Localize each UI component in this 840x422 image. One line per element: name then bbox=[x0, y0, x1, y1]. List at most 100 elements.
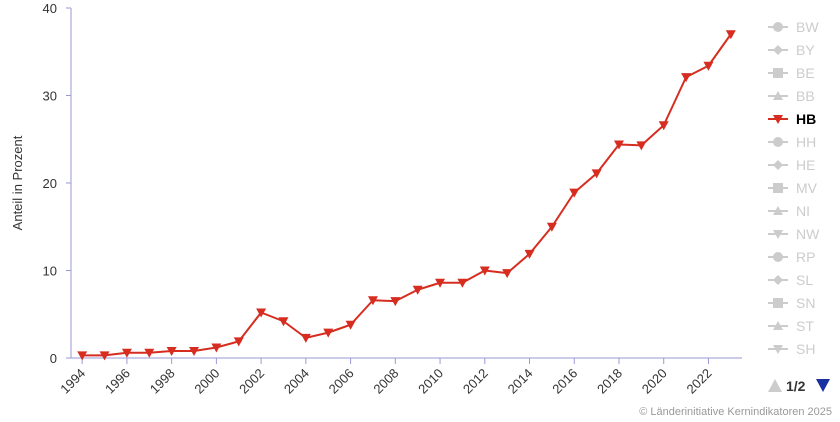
data-point[interactable] bbox=[546, 222, 557, 232]
legend-marker-icon bbox=[773, 137, 783, 147]
legend-marker-icon bbox=[773, 298, 783, 308]
legend-navigation: 1/2 bbox=[768, 378, 830, 394]
legend-marker-icon bbox=[773, 45, 783, 55]
data-point[interactable] bbox=[278, 317, 289, 327]
legend-label: BW bbox=[796, 19, 819, 35]
x-tick-label: 2000 bbox=[191, 366, 222, 397]
x-tick-label: 1994 bbox=[57, 366, 88, 397]
data-point[interactable] bbox=[412, 285, 423, 295]
legend-marker-icon bbox=[773, 183, 783, 193]
data-point[interactable] bbox=[166, 347, 177, 356]
legend: BW BY BE BB HB HH HE MV NI NW RP SL SN ST SH bbox=[768, 19, 820, 357]
legend-label: ST bbox=[796, 318, 814, 334]
legend-page-indicator: 1/2 bbox=[786, 378, 806, 394]
data-point[interactable] bbox=[703, 61, 714, 71]
legend-item-sh[interactable]: SH bbox=[768, 341, 815, 357]
data-point[interactable] bbox=[144, 348, 155, 358]
data-point[interactable] bbox=[77, 351, 88, 361]
legend-item-ni[interactable]: NI bbox=[768, 203, 810, 219]
x-tick-label: 2012 bbox=[460, 366, 491, 397]
legend-label: HE bbox=[796, 157, 815, 173]
data-point[interactable] bbox=[613, 140, 624, 150]
legend-marker-icon bbox=[773, 160, 783, 170]
legend-item-sl[interactable]: SL bbox=[768, 272, 813, 288]
x-tick-label: 2016 bbox=[549, 366, 580, 397]
data-point[interactable] bbox=[233, 337, 244, 347]
data-point[interactable] bbox=[658, 121, 669, 131]
legend-marker-icon bbox=[773, 321, 783, 330]
x-tick-label: 2004 bbox=[281, 366, 312, 397]
data-point[interactable] bbox=[524, 249, 535, 259]
legend-marker-icon bbox=[773, 206, 783, 215]
legend-marker-icon bbox=[773, 115, 783, 124]
data-point[interactable] bbox=[323, 328, 334, 338]
data-point[interactable] bbox=[479, 266, 490, 276]
legend-label: HB bbox=[796, 111, 816, 127]
legend-marker-icon bbox=[773, 91, 783, 100]
legend-label: RP bbox=[796, 249, 815, 265]
legend-item-nw[interactable]: NW bbox=[768, 226, 820, 242]
data-point[interactable] bbox=[591, 169, 602, 179]
legend-marker-icon bbox=[773, 345, 783, 354]
legend-label: SL bbox=[796, 272, 813, 288]
legend-marker-icon bbox=[773, 22, 783, 32]
legend-label: HH bbox=[796, 134, 816, 150]
y-tick-label: 0 bbox=[50, 351, 57, 366]
data-point[interactable] bbox=[725, 30, 736, 40]
legend-label: SN bbox=[796, 295, 815, 311]
legend-next-arrow-icon[interactable] bbox=[816, 379, 830, 392]
axes bbox=[70, 8, 742, 359]
x-ticks: 1994 1996 1998 2000 2002 2004 2006 2008 2010 2012… bbox=[57, 358, 715, 397]
x-tick-label: 2018 bbox=[594, 366, 625, 397]
data-point[interactable] bbox=[569, 188, 580, 198]
legend-marker-icon bbox=[773, 68, 783, 78]
legend-label: NW bbox=[796, 226, 820, 242]
legend-label: BB bbox=[796, 88, 815, 104]
legend-label: NI bbox=[796, 203, 810, 219]
legend-label: SH bbox=[796, 341, 815, 357]
x-tick-label: 2008 bbox=[370, 366, 401, 397]
data-point[interactable] bbox=[211, 343, 222, 353]
legend-label: BY bbox=[796, 42, 815, 58]
x-tick-label: 2010 bbox=[415, 366, 446, 397]
legend-item-st[interactable]: ST bbox=[768, 318, 814, 334]
data-point[interactable] bbox=[99, 351, 110, 361]
data-point[interactable] bbox=[636, 141, 647, 151]
x-tick-label: 1996 bbox=[102, 366, 133, 397]
data-point[interactable] bbox=[502, 269, 513, 279]
legend-item-bb[interactable]: BB bbox=[768, 88, 815, 104]
data-point[interactable] bbox=[457, 278, 468, 288]
x-tick-label: 2006 bbox=[326, 366, 357, 397]
legend-marker-icon bbox=[773, 252, 783, 262]
data-point[interactable] bbox=[256, 308, 267, 318]
legend-item-be[interactable]: BE bbox=[768, 65, 815, 81]
legend-prev-arrow-icon[interactable] bbox=[768, 379, 782, 392]
data-point[interactable] bbox=[300, 333, 311, 343]
data-point[interactable] bbox=[435, 278, 446, 288]
data-point[interactable] bbox=[367, 296, 378, 306]
data-point[interactable] bbox=[681, 73, 692, 83]
series-group bbox=[77, 30, 736, 361]
legend-label: BE bbox=[796, 65, 815, 81]
y-ticks: 0 10 20 30 40 bbox=[43, 1, 71, 366]
data-point[interactable] bbox=[189, 347, 200, 356]
data-point[interactable] bbox=[345, 320, 356, 330]
legend-marker-icon bbox=[773, 275, 783, 285]
y-tick-label: 20 bbox=[43, 176, 57, 191]
credits[interactable]: © Länderinitiative Kernindikatoren 2025 bbox=[639, 406, 832, 418]
data-point[interactable] bbox=[121, 348, 132, 358]
data-point[interactable] bbox=[390, 297, 401, 307]
legend-item-he[interactable]: HE bbox=[768, 157, 815, 173]
x-tick-label: 2020 bbox=[639, 366, 670, 397]
y-tick-label: 30 bbox=[43, 89, 57, 104]
legend-item-sn[interactable]: SN bbox=[768, 295, 815, 311]
x-tick-label: 2002 bbox=[236, 366, 267, 397]
legend-item-bw[interactable]: BW bbox=[768, 19, 819, 35]
x-tick-label: 1998 bbox=[147, 366, 178, 397]
legend-item-mv[interactable]: MV bbox=[768, 180, 818, 196]
legend-item-rp[interactable]: RP bbox=[768, 249, 815, 265]
legend-item-by[interactable]: BY bbox=[768, 42, 815, 58]
legend-item-hh[interactable]: HH bbox=[768, 134, 816, 150]
legend-item-hb[interactable]: HB bbox=[768, 111, 816, 127]
